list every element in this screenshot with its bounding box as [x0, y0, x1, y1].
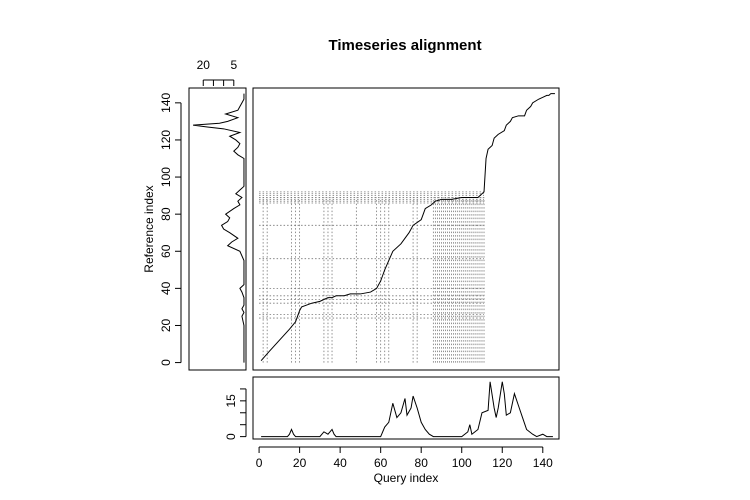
x-tick-label-100: 100 — [452, 456, 472, 470]
reference-panel-frame — [188, 87, 247, 371]
x-tick-label-120: 120 — [492, 456, 512, 470]
y-tick-label-100: 100 — [159, 167, 173, 187]
x-axis-label: Query index — [374, 471, 439, 485]
y-tick-label-0: 0 — [159, 359, 173, 366]
y-tick-label-80: 80 — [159, 207, 173, 221]
query-panel-axis: 0 15 — [224, 388, 247, 440]
query-tick-label-15: 15 — [224, 394, 238, 408]
main-warping-path — [260, 93, 555, 362]
query-series-line — [261, 381, 553, 438]
y-tick-label-140: 140 — [159, 93, 173, 113]
reference-panel-axis: 20 5 — [197, 58, 237, 86]
chart-title: Timeseries alignment — [328, 37, 481, 54]
y-tick-label-60: 60 — [159, 244, 173, 258]
main-dotted-lines — [259, 191, 485, 363]
x-tick-label-80: 80 — [415, 456, 429, 470]
x-tick-label-20: 20 — [293, 456, 307, 470]
x-tick-label-60: 60 — [374, 456, 388, 470]
x-tick-label-40: 40 — [333, 456, 347, 470]
reference-series-line — [193, 93, 245, 363]
y-axis-label: Reference index — [142, 185, 156, 272]
x-tick-label-140: 140 — [533, 456, 553, 470]
reference-tick-label-20: 20 — [197, 58, 211, 72]
x-axis: 0 20 40 60 80 100 120 140 — [256, 446, 553, 470]
x-tick-label-0: 0 — [256, 456, 263, 470]
y-tick-label-20: 20 — [159, 318, 173, 332]
query-panel-frame — [252, 376, 560, 440]
warping-path-line — [260, 93, 555, 362]
query-tick-label-0: 0 — [224, 433, 238, 440]
reference-tick-label-5: 5 — [230, 58, 237, 72]
y-tick-label-40: 40 — [159, 281, 173, 295]
reference-series — [193, 93, 245, 363]
main-plot-frame — [252, 87, 560, 371]
y-tick-label-120: 120 — [159, 130, 173, 150]
query-series — [261, 381, 553, 438]
y-axis: 0 20 40 60 80 100 120 140 — [159, 93, 182, 366]
